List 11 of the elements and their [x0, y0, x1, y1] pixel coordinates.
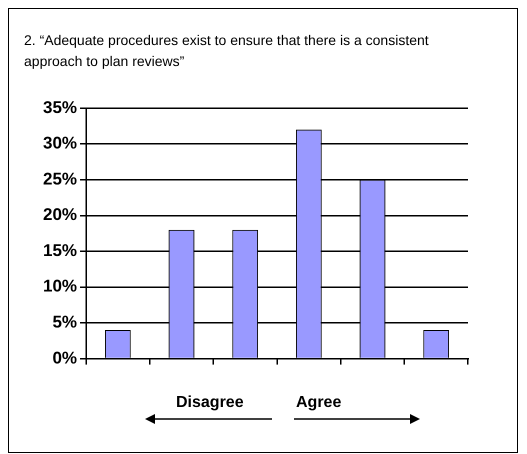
y-tick-label: 15%	[42, 240, 78, 260]
y-tick-label: 35%	[42, 98, 78, 117]
y-tick-label: 25%	[42, 169, 78, 188]
y-tick-label: 10%	[42, 276, 78, 296]
text: Agree	[296, 394, 342, 412]
y-tick-label: 20%	[42, 205, 78, 224]
y-tick-label: 30%	[42, 134, 78, 153]
y-tick-label: 5%	[52, 312, 78, 332]
chart-title: 2. “Adequate procedures exist to ensure that there is a consistent approach to plan reviews”	[24, 31, 430, 71]
text: Disagree	[176, 394, 244, 412]
y-tick-label: 0%	[52, 348, 78, 368]
